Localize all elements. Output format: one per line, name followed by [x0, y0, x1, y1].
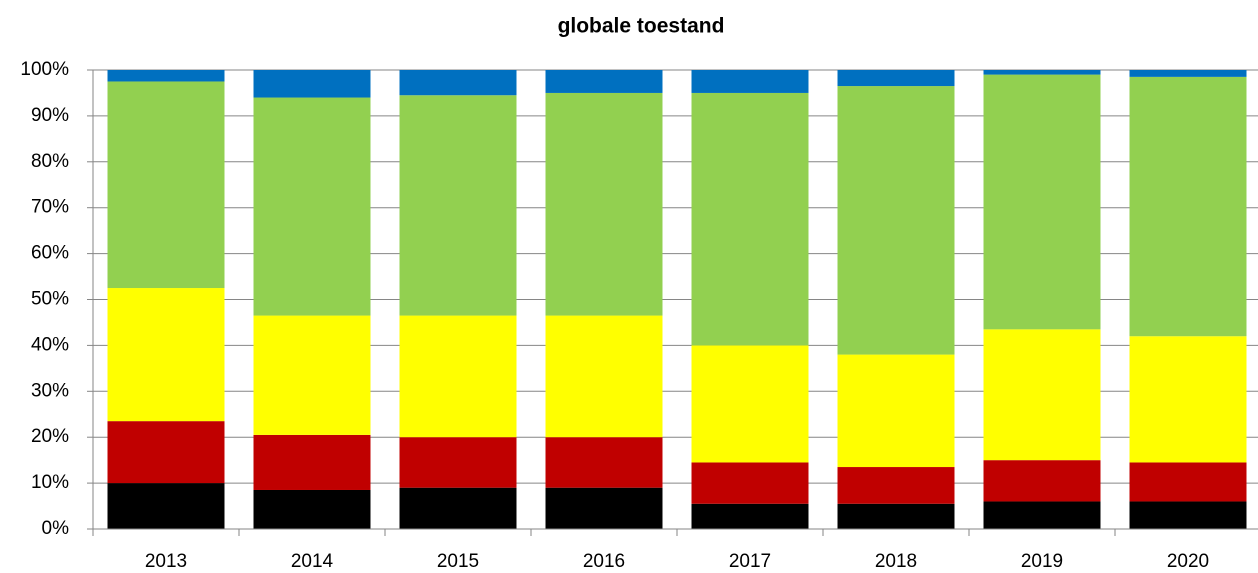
bar-segment — [691, 92, 809, 346]
bar-segment — [253, 489, 371, 529]
y-tick-label: 60% — [31, 243, 69, 264]
bar-segment — [399, 95, 517, 316]
bar-segment — [983, 74, 1101, 330]
bar-segment — [253, 97, 371, 316]
bar-segment — [107, 483, 225, 529]
bar-segment — [1129, 501, 1247, 529]
bar-segment — [399, 487, 517, 529]
bar-segment — [1129, 70, 1247, 77]
bar-segment — [1129, 336, 1247, 463]
bar-segment — [837, 503, 955, 529]
bar-segment — [253, 434, 371, 490]
x-tick-label: 2015 — [437, 551, 479, 572]
y-tick-label: 80% — [31, 151, 69, 172]
bar-segment — [837, 86, 955, 355]
y-tick-label: 100% — [20, 59, 69, 80]
bar-segment — [691, 345, 809, 463]
bar-segment — [837, 70, 955, 87]
bar-segment — [983, 329, 1101, 461]
bar-segment — [399, 437, 517, 488]
y-tick-label: 40% — [31, 334, 69, 355]
bar-segment — [545, 315, 663, 438]
y-tick-label: 0% — [42, 518, 70, 539]
bar-segment — [107, 421, 225, 484]
bar-segment — [107, 288, 225, 422]
y-tick-label: 90% — [31, 105, 69, 126]
bar-segment — [983, 70, 1101, 75]
x-tick-label: 2020 — [1167, 551, 1209, 572]
bar-segment — [399, 70, 517, 96]
x-tick-label: 2017 — [729, 551, 771, 572]
y-tick-label: 30% — [31, 380, 69, 401]
bar-segment — [1129, 462, 1247, 502]
bar-segment — [107, 70, 225, 82]
bar-segment — [837, 467, 955, 504]
bar-segment — [399, 315, 517, 438]
y-tick-label: 70% — [31, 197, 69, 218]
bar-segment — [545, 70, 663, 93]
bar-segment — [1129, 76, 1247, 337]
bar-segment — [691, 503, 809, 529]
bar-segment — [983, 501, 1101, 529]
bar-segment — [253, 70, 371, 98]
chart-title: globale toestand — [558, 15, 725, 38]
bar-segment — [837, 354, 955, 468]
bar-segment — [691, 462, 809, 504]
bar-segment — [545, 92, 663, 316]
x-tick-label: 2016 — [583, 551, 625, 572]
x-tick-label: 2013 — [145, 551, 187, 572]
y-tick-label: 50% — [31, 289, 69, 310]
bar-segment — [107, 81, 225, 289]
x-tick-label: 2019 — [1021, 551, 1063, 572]
y-tick-label: 10% — [31, 472, 69, 493]
bar-segment — [545, 487, 663, 529]
bar-segment — [983, 460, 1101, 502]
x-tick-label: 2014 — [291, 551, 334, 572]
x-tick-label: 2018 — [875, 551, 917, 572]
y-tick-label: 20% — [31, 426, 69, 447]
bar-segment — [545, 437, 663, 488]
bar-segment — [253, 315, 371, 435]
bar-segment — [691, 70, 809, 93]
